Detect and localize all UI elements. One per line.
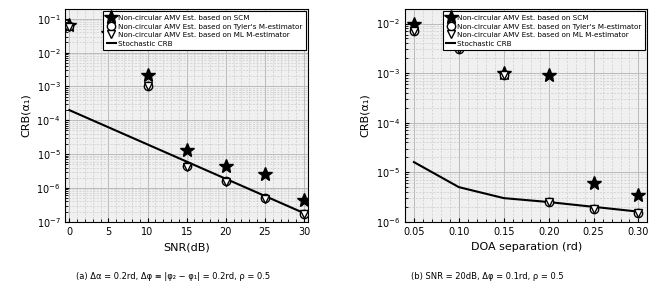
Y-axis label: CRB(α₁): CRB(α₁) bbox=[360, 93, 370, 137]
Legend: Non-circular AMV Est. based on SCM, Non-circular AMV Est. based on Tyler's M-est: Non-circular AMV Est. based on SCM, Non-… bbox=[103, 11, 306, 50]
X-axis label: SNR(dB): SNR(dB) bbox=[164, 242, 210, 252]
Legend: Non-circular AMV Est. based on SCM, Non-circular AMV Est. based on Tyler's M-est: Non-circular AMV Est. based on SCM, Non-… bbox=[443, 11, 645, 50]
Y-axis label: CRB(α₁): CRB(α₁) bbox=[21, 93, 31, 137]
Text: (b) SNR = 20dB, Δφ = 0.1rd, ρ = 0.5: (b) SNR = 20dB, Δφ = 0.1rd, ρ = 0.5 bbox=[411, 272, 564, 281]
Text: (a) Δα = 0.2rd, Δφ ≡ |φ₂ − φ₁| = 0.2rd, ρ = 0.5: (a) Δα = 0.2rd, Δφ ≡ |φ₂ − φ₁| = 0.2rd, … bbox=[77, 272, 270, 281]
X-axis label: DOA separation (rd): DOA separation (rd) bbox=[471, 242, 582, 252]
